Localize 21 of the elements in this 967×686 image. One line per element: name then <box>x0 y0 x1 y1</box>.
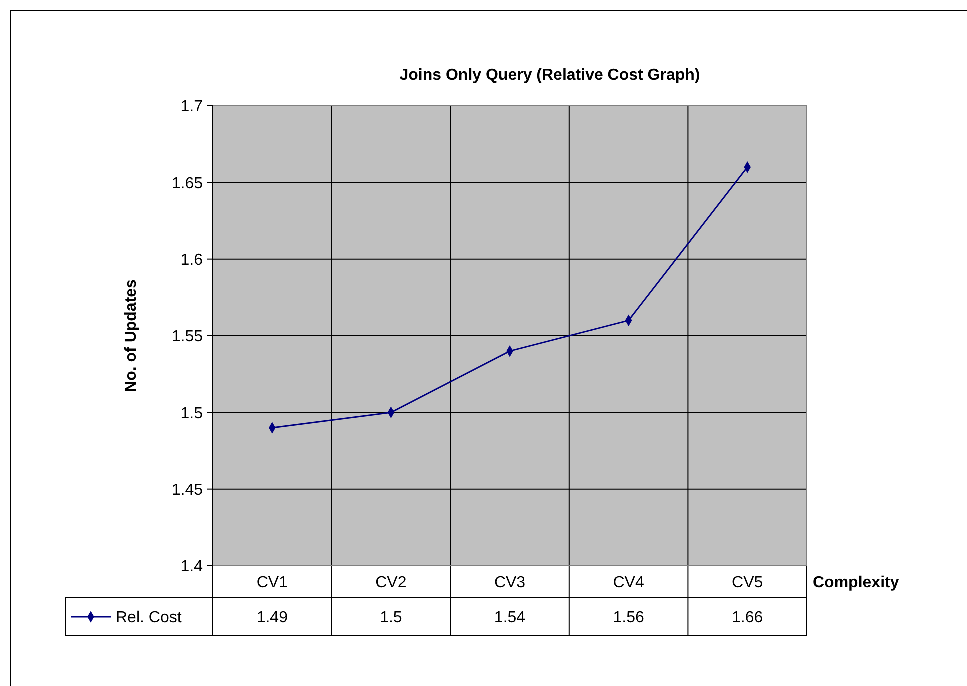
y-axis-title: No. of Updates <box>123 279 140 392</box>
x-tick-label: CV2 <box>376 574 407 592</box>
y-tick-label: 1.6 <box>180 252 204 269</box>
legend-label: Rel. Cost <box>116 610 182 627</box>
y-tick-label: 1.5 <box>180 405 204 422</box>
data-label: 1.49 <box>256 610 288 627</box>
x-tick-label: CV5 <box>732 574 764 592</box>
x-tick-label: CV3 <box>494 574 526 592</box>
data-label: 1.66 <box>732 610 764 627</box>
data-label: 1.54 <box>494 610 526 627</box>
x-tick-label: CV1 <box>256 574 288 592</box>
x-axis-title: Complexity <box>813 574 900 592</box>
y-tick-label: 1.65 <box>172 175 204 192</box>
y-tick-label: 1.55 <box>172 328 204 346</box>
data-label: 1.56 <box>613 610 644 627</box>
x-tick-label: CV4 <box>613 574 644 592</box>
chart-title: Joins Only Query (Relative Cost Graph) <box>400 67 700 84</box>
y-tick-label: 1.45 <box>172 482 204 499</box>
y-tick-label: 1.7 <box>180 98 204 116</box>
y-tick-label: 1.4 <box>180 558 204 576</box>
data-label: 1.5 <box>380 610 402 627</box>
